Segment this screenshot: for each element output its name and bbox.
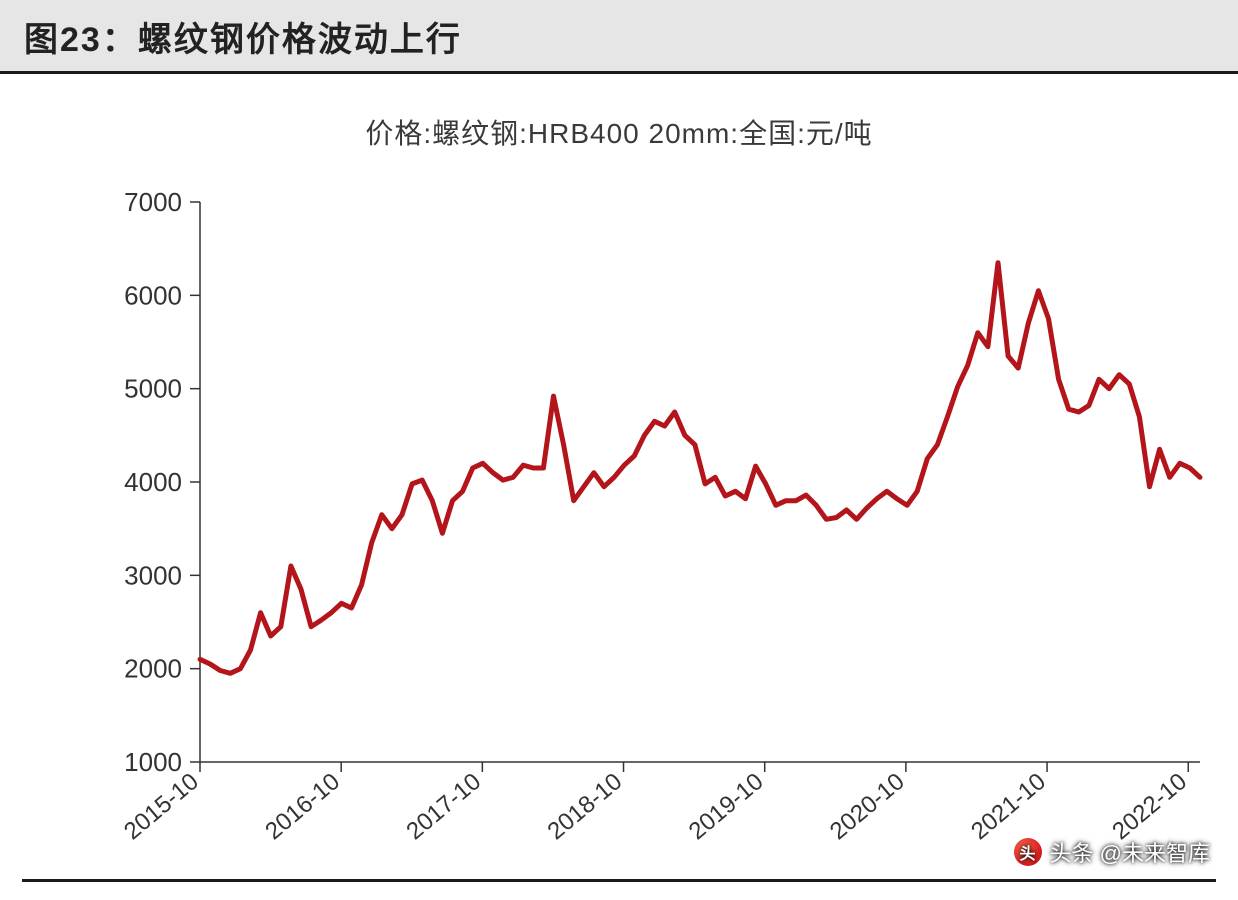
svg-text:2022-10: 2022-10 <box>1107 768 1192 845</box>
svg-text:2016-10: 2016-10 <box>260 768 345 845</box>
line-chart: 1000 2000 3000 4000 5000 6000 7000 2015-10 2016-… <box>20 162 1218 882</box>
svg-text:7000: 7000 <box>124 187 182 217</box>
svg-text:2015-10: 2015-10 <box>119 768 204 845</box>
svg-text:2020-10: 2020-10 <box>825 768 910 845</box>
watermark: 头 头条 @未来智库 <box>1014 836 1210 868</box>
svg-text:2000: 2000 <box>124 654 182 684</box>
watermark-text: 头条 @未来智库 <box>1050 836 1210 868</box>
toutiao-logo-icon: 头 <box>1014 838 1042 866</box>
svg-text:5000: 5000 <box>124 374 182 404</box>
figure-title: 图23：螺纹钢价格波动上行 <box>24 21 462 59</box>
figure-header: 图23：螺纹钢价格波动上行 <box>0 0 1238 74</box>
svg-text:2021-10: 2021-10 <box>966 768 1051 845</box>
chart-container: 价格:螺纹钢:HRB400 20mm:全国:元/吨 1000 2000 3000 40… <box>0 74 1238 882</box>
svg-text:2017-10: 2017-10 <box>401 768 486 845</box>
svg-text:2019-10: 2019-10 <box>684 768 769 845</box>
svg-text:2018-10: 2018-10 <box>543 768 628 845</box>
svg-text:1000: 1000 <box>124 747 182 777</box>
chart-subtitle: 价格:螺纹钢:HRB400 20mm:全国:元/吨 <box>20 112 1218 152</box>
svg-text:3000: 3000 <box>124 560 182 590</box>
footer-rule <box>22 879 1216 882</box>
svg-text:6000: 6000 <box>124 280 182 310</box>
svg-text:4000: 4000 <box>124 467 182 497</box>
